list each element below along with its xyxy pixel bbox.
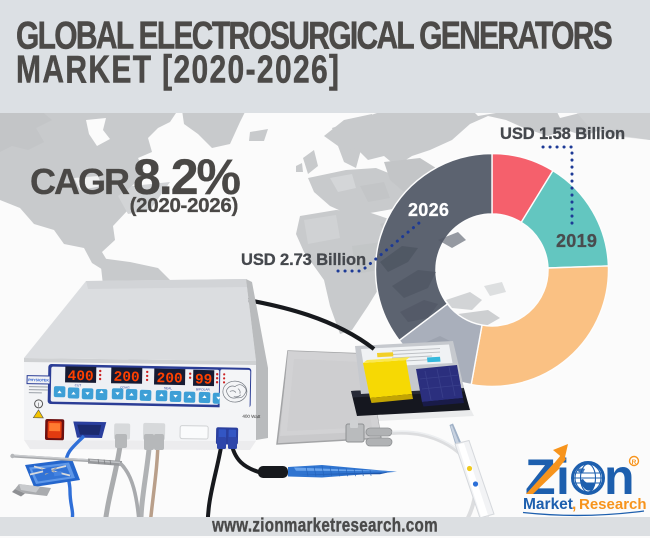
svg-text:99: 99 bbox=[195, 372, 213, 388]
svg-text:BIPOLAR: BIPOLAR bbox=[196, 387, 211, 391]
svg-text:I: I bbox=[38, 403, 40, 409]
svg-text:200: 200 bbox=[156, 371, 182, 387]
svg-text:PHYSIOTEK: PHYSIOTEK bbox=[28, 378, 49, 382]
svg-text:,: , bbox=[572, 496, 576, 513]
svg-text:Research: Research bbox=[579, 496, 647, 513]
svg-text:R: R bbox=[632, 459, 637, 466]
svg-text:SEAL: SEAL bbox=[164, 386, 172, 390]
svg-text:400 Watt: 400 Watt bbox=[242, 414, 261, 419]
svg-text:Market: Market bbox=[523, 496, 573, 513]
svg-text:200: 200 bbox=[113, 370, 139, 386]
svg-text:400: 400 bbox=[67, 369, 93, 385]
svg-text:CUT: CUT bbox=[75, 383, 82, 387]
svg-text:n: n bbox=[604, 449, 635, 505]
svg-text:COAG: COAG bbox=[120, 385, 130, 389]
